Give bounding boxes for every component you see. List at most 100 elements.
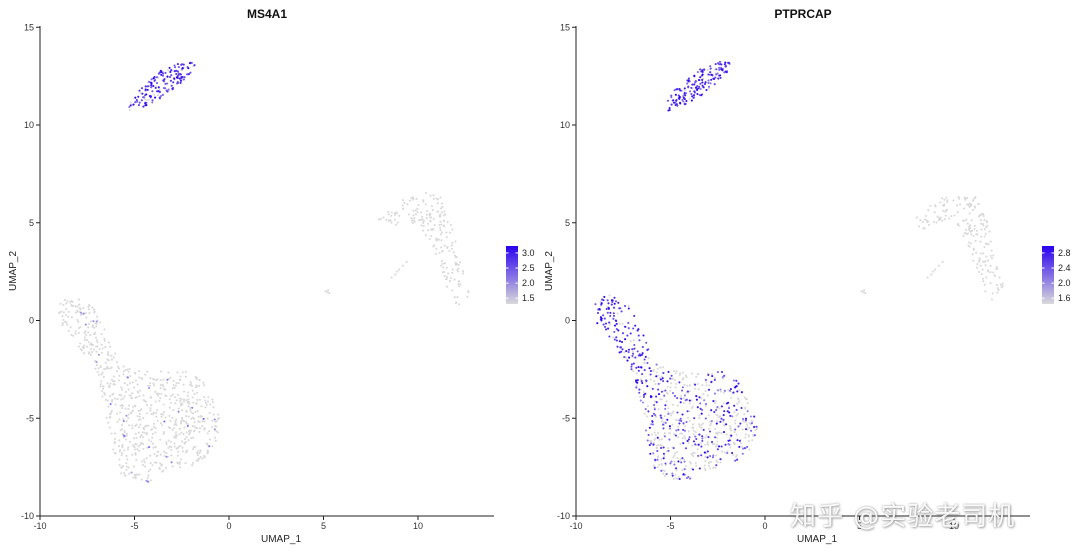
point (618, 307, 621, 310)
point (186, 73, 189, 76)
point (675, 370, 678, 373)
point (996, 291, 999, 294)
point (120, 388, 123, 391)
point (642, 395, 645, 399)
point (746, 425, 749, 428)
point (740, 406, 743, 410)
point (128, 105, 131, 109)
point (154, 400, 157, 403)
point (669, 389, 672, 392)
point (442, 266, 445, 269)
point (946, 199, 949, 202)
point (134, 379, 137, 382)
point (97, 367, 100, 370)
point (691, 405, 694, 408)
point (712, 454, 715, 457)
point (716, 371, 719, 374)
point (692, 440, 696, 443)
point (990, 249, 993, 252)
point (945, 196, 948, 199)
point (977, 203, 980, 206)
point (130, 396, 133, 399)
point (653, 380, 656, 383)
point (629, 340, 632, 343)
point (972, 234, 975, 238)
point (627, 351, 630, 354)
point (138, 370, 141, 373)
point (422, 220, 425, 223)
point (160, 413, 163, 416)
point (615, 322, 618, 325)
point (966, 203, 969, 206)
point (146, 412, 149, 415)
point (719, 461, 722, 464)
point (637, 328, 640, 331)
point (163, 431, 166, 434)
point (649, 373, 652, 376)
point (211, 400, 214, 404)
point (167, 371, 170, 374)
point (101, 347, 104, 350)
point (191, 416, 194, 419)
point (116, 420, 119, 423)
point (103, 339, 106, 342)
point (710, 73, 713, 76)
point (695, 398, 698, 401)
point (393, 218, 396, 221)
point (151, 442, 155, 445)
point (168, 406, 172, 409)
point (744, 433, 747, 436)
point (142, 105, 145, 108)
point (199, 415, 202, 418)
point (177, 450, 180, 453)
point (128, 108, 131, 112)
point (596, 322, 599, 325)
point (662, 446, 665, 449)
point (162, 432, 165, 435)
point (59, 302, 62, 305)
point (701, 78, 704, 81)
point (390, 221, 393, 224)
point (168, 445, 171, 448)
point (653, 400, 656, 403)
point (709, 67, 712, 70)
point (674, 474, 677, 477)
point (716, 433, 719, 436)
point (696, 406, 699, 409)
point (169, 79, 172, 82)
point (134, 452, 137, 455)
point (135, 436, 138, 440)
point (675, 429, 678, 432)
point (216, 431, 219, 434)
point (703, 451, 706, 454)
point (183, 398, 186, 401)
point (63, 320, 67, 323)
point (162, 411, 165, 414)
point (212, 413, 215, 416)
point (725, 433, 728, 436)
point (704, 81, 707, 84)
point (696, 448, 699, 451)
point (409, 199, 412, 202)
point (703, 82, 707, 86)
point (652, 370, 655, 373)
point (198, 378, 201, 381)
point (107, 359, 111, 362)
point (120, 454, 123, 457)
point (152, 413, 155, 416)
point (650, 433, 653, 436)
point (121, 406, 124, 410)
point (701, 439, 704, 442)
point (132, 465, 135, 468)
point (171, 416, 174, 419)
point (698, 433, 701, 436)
point (956, 204, 959, 207)
point (662, 427, 665, 430)
point (659, 414, 662, 417)
point (753, 415, 756, 418)
point (659, 366, 662, 369)
point (139, 442, 142, 445)
point (435, 197, 438, 200)
point (646, 385, 649, 388)
point (122, 365, 125, 368)
